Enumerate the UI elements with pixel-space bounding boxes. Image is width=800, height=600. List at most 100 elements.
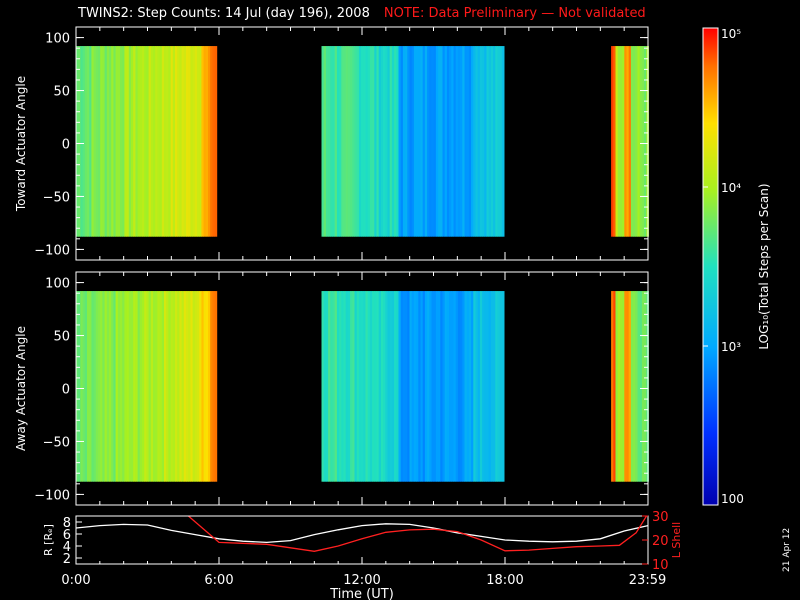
- heatmap-strip: [104, 46, 108, 237]
- heatmap-strip: [135, 46, 138, 237]
- heatmap-strip: [378, 291, 382, 482]
- heatmap-strip: [168, 291, 171, 482]
- heatmap-strip: [102, 291, 105, 482]
- heatmap-strip: [486, 291, 490, 482]
- heatmap-strip: [369, 46, 373, 237]
- heatmap-strip: [188, 291, 191, 482]
- heatmap-strip: [177, 46, 180, 237]
- y-tick-label: 50: [53, 330, 70, 345]
- heatmap-strip: [440, 46, 443, 237]
- heatmap-strip: [194, 291, 198, 482]
- heatmap-strip: [91, 46, 94, 237]
- heatmap-strip: [128, 46, 132, 237]
- heatmap-strip: [164, 46, 167, 237]
- heatmap-strip: [451, 291, 454, 482]
- heatmap-strip: [479, 46, 483, 237]
- heatmap-strip: [446, 46, 450, 237]
- heatmap-strip: [128, 291, 132, 482]
- heatmap-strip: [341, 291, 344, 482]
- heatmap-strip: [111, 291, 114, 482]
- heatmap-strip: [442, 46, 446, 237]
- date-stamp: 21 Apr 12: [782, 527, 792, 572]
- y-axis-label: R [Rₑ]: [42, 524, 55, 556]
- heatmap-strip: [424, 291, 428, 482]
- heatmap-strip: [106, 46, 110, 237]
- heatmap-strip: [328, 46, 331, 237]
- heatmap-strip: [332, 291, 336, 482]
- heatmap-strip: [442, 291, 446, 482]
- heatmap-strip: [402, 46, 406, 237]
- heatmap-strip: [89, 46, 92, 237]
- heatmap-strip: [214, 291, 218, 482]
- y-right-tick-label: 20: [652, 534, 669, 549]
- heatmap-strip: [183, 291, 187, 482]
- heatmap-strip: [183, 46, 187, 237]
- heatmap-strip: [383, 46, 386, 237]
- heatmap-strip: [201, 46, 204, 237]
- heatmap-strip: [497, 291, 501, 482]
- heatmap-strip: [347, 46, 351, 237]
- toward-heatmap-panel: 100 50 0 −50 −100 Toward Actuator Angle: [14, 26, 649, 261]
- heatmap-strip: [431, 46, 435, 237]
- heatmap-strip: [444, 291, 448, 482]
- heatmap-strip: [460, 46, 463, 237]
- y-tick-label: −50: [43, 190, 70, 205]
- heatmap-strip: [484, 291, 487, 482]
- heatmap-strip: [396, 291, 399, 482]
- heatmap-strip: [473, 291, 476, 482]
- heatmap-strip: [350, 291, 353, 482]
- heatmap-strip: [98, 46, 101, 237]
- heatmap-strip: [617, 46, 621, 237]
- heatmap-strip: [157, 46, 160, 237]
- heatmap-strip: [91, 291, 94, 482]
- heatmap-strip: [477, 46, 481, 237]
- heatmap-strip: [100, 46, 103, 237]
- heatmap-strip: [427, 291, 430, 482]
- heatmap-strip: [205, 291, 209, 482]
- heatmap-strip: [626, 291, 630, 482]
- heatmap-strip: [197, 46, 200, 237]
- heatmap-strip: [78, 46, 81, 237]
- heatmap-strip: [336, 46, 340, 237]
- heatmap-strip: [122, 46, 125, 237]
- heatmap-strip: [407, 46, 410, 237]
- heatmap-strip: [385, 46, 388, 237]
- heatmap-strip: [619, 46, 623, 237]
- heatmap-strip: [356, 46, 360, 237]
- heatmap-strip: [468, 291, 472, 482]
- heatmap-strip: [104, 291, 108, 482]
- heatmap-strip: [464, 291, 468, 482]
- heatmap-strip: [159, 291, 163, 482]
- heatmap-strip: [80, 46, 83, 237]
- heatmap-strip: [142, 291, 145, 482]
- heatmap-strip: [613, 46, 616, 237]
- colorbar-label: LOG₁₀(Total Steps per Scan): [757, 183, 771, 349]
- heatmap-strip: [391, 46, 395, 237]
- heatmap-strip: [166, 46, 169, 237]
- heatmap-strip: [358, 46, 362, 237]
- l-shell-line: [187, 516, 648, 552]
- heatmap-strip: [186, 46, 189, 237]
- colorbar-gradient: [702, 27, 719, 506]
- heatmap-strip: [341, 46, 344, 237]
- heatmap-strip: [482, 46, 485, 237]
- heatmap-strip: [113, 291, 116, 482]
- heatmap-strip: [323, 46, 327, 237]
- heatmap-strip: [633, 46, 636, 237]
- heatmap-strip: [628, 46, 632, 237]
- heatmap-strip: [644, 291, 647, 482]
- heatmap-strip: [433, 46, 437, 237]
- heatmap-strip: [440, 291, 443, 482]
- heatmap-strip: [334, 291, 338, 482]
- line-plot-frame: [75, 515, 649, 565]
- heatmap-strip: [135, 291, 138, 482]
- y-tick-label: −100: [34, 243, 70, 258]
- heatmap-strip: [389, 46, 393, 237]
- heatmap-strip: [409, 46, 413, 237]
- heatmap-strip: [84, 46, 88, 237]
- heatmap-strip: [175, 46, 178, 237]
- heatmap-strip: [339, 291, 342, 482]
- heatmap-strip: [630, 46, 634, 237]
- heatmap-strip: [208, 46, 211, 237]
- heatmap-strip: [205, 46, 209, 237]
